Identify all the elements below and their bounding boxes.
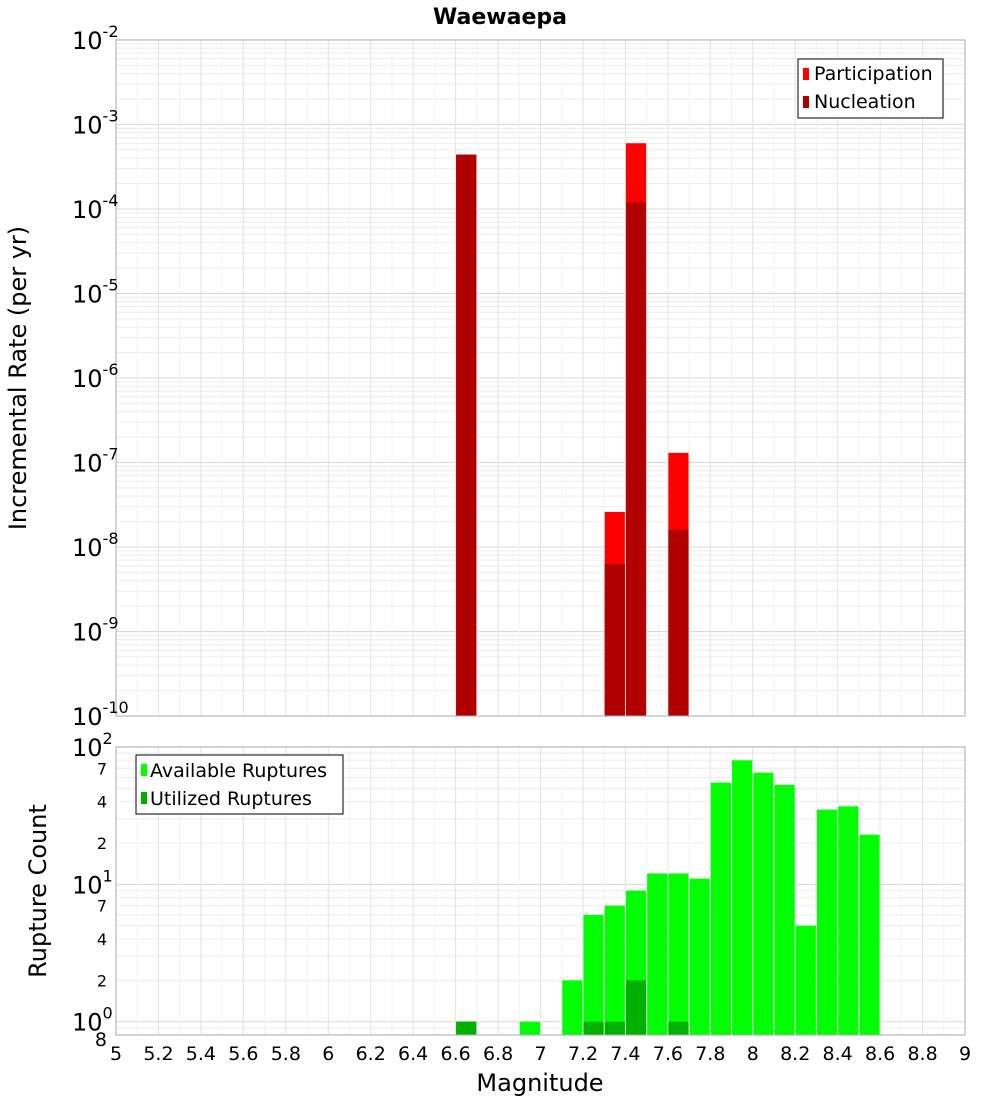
chart-title: Waewaepa — [433, 5, 567, 30]
bottom-bar-available-ruptures-2 — [562, 980, 583, 1035]
x-tick-label: 7 — [534, 1043, 546, 1065]
top-y-tick-label: 10-9 — [72, 614, 119, 647]
bottom-bar-available-ruptures-12 — [774, 784, 795, 1035]
bottom-bar-available-ruptures-6 — [647, 873, 668, 1035]
top-y-tick-exponent: -3 — [103, 107, 119, 126]
top-legend: Participation Nucleation — [797, 58, 944, 119]
top-y-tick-exponent: -9 — [103, 614, 119, 633]
bottom-bar-available-ruptures-1 — [519, 1021, 540, 1035]
bottom-y-minor-tick-label: 7 — [97, 759, 107, 778]
top-bar-nucleation-1 — [604, 563, 625, 716]
top-y-tick-exponent: -2 — [103, 22, 119, 41]
x-tick-label: 5.2 — [143, 1043, 173, 1065]
top-bars — [456, 143, 689, 717]
top-grid — [115, 40, 966, 717]
legend-label-available-ruptures: Available Ruptures — [150, 760, 327, 782]
bottom-bar-available-ruptures-13 — [795, 925, 816, 1035]
bottom-y-tick-exponent: 0 — [103, 1004, 113, 1023]
top-legend-box — [797, 58, 944, 119]
bottom-legend: Available Ruptures Utilized Ruptures — [135, 754, 344, 815]
x-tick-label: 8.6 — [865, 1043, 895, 1065]
bottom-y-minor-tick-label: 4 — [97, 930, 107, 949]
bottom-y-minor-tick-label: 2 — [97, 834, 107, 853]
x-tick-label: 6.4 — [398, 1043, 428, 1065]
top-y-tick-exponent: -10 — [103, 698, 129, 717]
bottom-bar-available-ruptures-16 — [859, 834, 880, 1035]
bottom-bar-utilized-ruptures-1 — [583, 1021, 604, 1035]
x-tick-label: 9 — [959, 1043, 971, 1065]
top-y-axis-label: Incremental Rate (per yr) — [4, 226, 32, 530]
x-tick-label: 8.4 — [823, 1043, 853, 1065]
top-bar-nucleation-3 — [668, 529, 689, 716]
top-y-tick-exponent: -4 — [103, 191, 119, 210]
top-y-tick-label: 10-6 — [72, 360, 119, 393]
x-tick-label: 8.2 — [780, 1043, 810, 1065]
top-bar-nucleation-0 — [456, 154, 477, 717]
x-tick-label: 5.8 — [271, 1043, 301, 1065]
x-tick-label: 5.6 — [228, 1043, 258, 1065]
bottom-bar-utilized-ruptures-0 — [456, 1021, 477, 1035]
top-y-tick-label: 10-8 — [72, 529, 119, 562]
top-y-tick-label: 10-7 — [72, 445, 119, 478]
legend-swatch-participation — [803, 68, 809, 80]
legend-swatch-available-ruptures — [141, 764, 147, 776]
legend-label-nucleation: Nucleation — [814, 91, 916, 113]
top-bar-nucleation-2 — [625, 202, 647, 716]
top-y-tick-label: 10-10 — [72, 698, 129, 731]
x-tick-label: 6.6 — [440, 1043, 470, 1065]
top-y-tick-label: 10-4 — [72, 191, 119, 224]
x-tick-label: 8.8 — [907, 1043, 937, 1065]
x-tick-label: 5 — [110, 1043, 122, 1065]
bottom-y-minor-tick-label: 4 — [97, 793, 107, 812]
bottom-legend-box — [135, 754, 344, 815]
bottom-y-tick-label: 102 — [72, 729, 113, 762]
top-y-tick-exponent: -6 — [103, 360, 119, 379]
bottom-bar-available-ruptures-14 — [816, 809, 838, 1035]
top-y-tick-exponent: -8 — [103, 529, 119, 548]
x-tick-label: 7.4 — [610, 1043, 640, 1065]
x-axis-label: Magnitude — [476, 1069, 603, 1097]
top-y-tick-label: 10-2 — [72, 22, 119, 55]
bottom-y-minor-tick-label: 8 — [95, 1029, 107, 1051]
bottom-bar-available-ruptures-3 — [583, 914, 604, 1035]
legend-label-utilized-ruptures: Utilized Ruptures — [150, 788, 312, 810]
bottom-bar-utilized-ruptures-4 — [668, 1021, 689, 1035]
bottom-y-tick-exponent: 1 — [103, 866, 113, 885]
bottom-bar-available-ruptures-7 — [668, 873, 689, 1035]
bottom-bar-available-ruptures-15 — [838, 806, 859, 1035]
top-y-tick-label: 10-3 — [72, 107, 119, 140]
bottom-bar-available-ruptures-8 — [689, 878, 710, 1035]
bottom-y-minor-tick-label: 2 — [97, 971, 107, 990]
x-tick-label: 5.4 — [186, 1043, 216, 1065]
bottom-bar-utilized-ruptures-3 — [625, 980, 647, 1035]
bottom-bar-available-ruptures-11 — [753, 772, 774, 1035]
x-tick-label: 6.8 — [483, 1043, 513, 1065]
x-tick-label: 7.2 — [568, 1043, 598, 1065]
top-y-tick-label: 10-5 — [72, 276, 119, 309]
x-tick-label: 6.2 — [356, 1043, 386, 1065]
x-tick-labels: 5 5.2 5.4 5.6 5.8 6 6.2 6.4 6.6 6.8 7 7.2 7.4 7.6 7.8 8… — [110, 1043, 971, 1065]
legend-swatch-nucleation — [803, 96, 809, 108]
x-tick-label: 6 — [322, 1043, 334, 1065]
bottom-plot-frame — [115, 746, 966, 1036]
top-y-tick-exponent: -7 — [103, 445, 119, 464]
x-tick-label: 7.8 — [695, 1043, 725, 1065]
legend-swatch-utilized-ruptures — [141, 792, 147, 804]
x-tick-label: 8 — [747, 1043, 759, 1065]
bottom-y-axis-label: Rupture Count — [24, 804, 52, 978]
bottom-y-tick-exponent: 2 — [103, 729, 113, 748]
top-y-tick-exponent: -5 — [103, 276, 119, 295]
top-plot-frame — [115, 39, 966, 717]
bottom-bar-available-ruptures-4 — [604, 905, 625, 1035]
legend-label-participation: Participation — [814, 63, 933, 85]
bottom-y-tick-label: 101 — [72, 866, 113, 899]
bottom-bar-available-ruptures-10 — [732, 760, 753, 1035]
bottom-bars — [456, 760, 880, 1035]
bottom-bar-available-ruptures-9 — [710, 782, 731, 1035]
x-tick-label: 7.6 — [653, 1043, 683, 1065]
bottom-y-minor-tick-label: 7 — [97, 897, 107, 916]
bottom-bar-utilized-ruptures-2 — [604, 1021, 625, 1035]
